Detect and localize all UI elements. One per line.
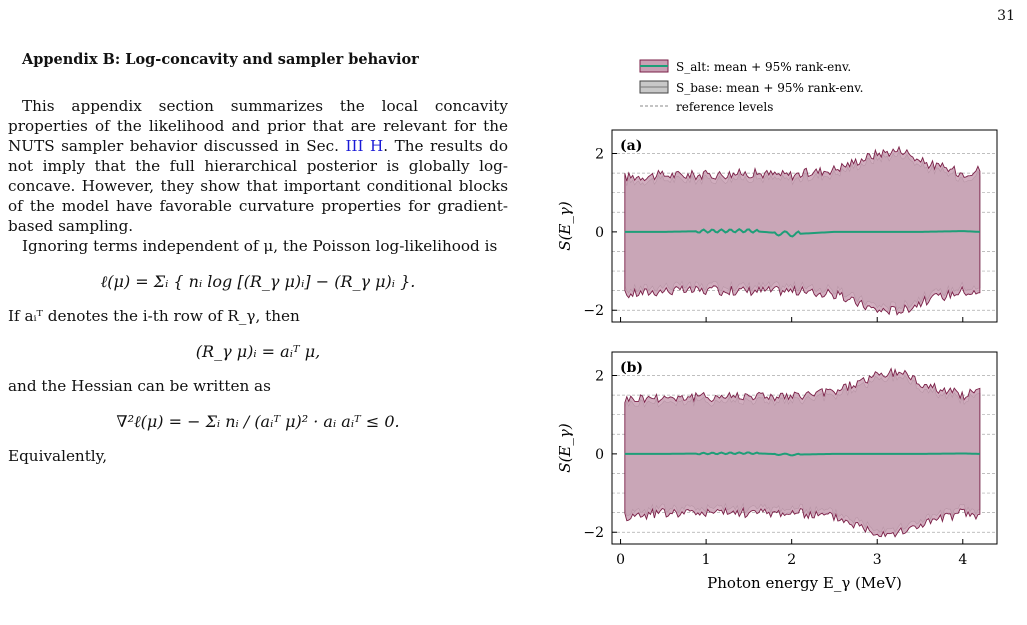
y-tick-label: −2	[583, 303, 604, 319]
equation-row-product: (R_γ μ)ᵢ = aᵢᵀ μ,	[195, 342, 321, 361]
para1-text-b: . The results do not imply that the full…	[8, 137, 508, 235]
paragraph-equivalently: Equivalently,	[8, 447, 108, 465]
legend-label-base: S_base: mean + 95% rank-env.	[676, 81, 863, 95]
base-envelope	[624, 372, 981, 533]
paragraph-likelihood: Ignoring terms independent of μ, the Poi…	[22, 237, 498, 255]
para1-text-a: This appendix section summarizes the loc…	[8, 97, 508, 155]
axes-frame	[611, 351, 998, 545]
panel-label: (a)	[620, 138, 642, 154]
x-tick-label: 4	[958, 552, 967, 568]
paragraph-intro: This appendix section summarizes the loc…	[8, 96, 508, 236]
mean-line	[624, 451, 980, 457]
x-axis-label: Photon energy E_γ (MeV)	[707, 574, 902, 592]
legend-swatch-base	[639, 80, 669, 94]
x-tick-label: 3	[873, 552, 882, 568]
panels: (a) −2 0 2 S(E_γ) (b) −2 0 2 S(E_γ) 0 1 2 3 4 Photon en…	[556, 129, 998, 592]
y-tick-label: 0	[595, 225, 604, 241]
equation-log-likelihood: ℓ(μ) = Σᵢ { nᵢ log [(R_γ μ)ᵢ] − (R_γ μ)ᵢ…	[100, 272, 416, 291]
legend: S_alt: mean + 95% rank-env. S_base: mean…	[639, 59, 863, 114]
y-tick-label: 2	[595, 147, 604, 163]
y-axis-label: S(E_γ)	[556, 201, 574, 251]
x-tick-label: 0	[616, 552, 625, 568]
section-link[interactable]: III H	[345, 137, 384, 155]
y-tick-label: −2	[583, 525, 604, 541]
y-axis-label: S(E_γ)	[556, 423, 574, 473]
y-tick-label: 2	[595, 369, 604, 385]
alt-envelope	[624, 367, 981, 538]
legend-label-alt: S_alt: mean + 95% rank-env.	[676, 60, 851, 74]
section-title: Appendix B: Log-concavity and sampler be…	[22, 51, 419, 68]
mean-line	[624, 228, 980, 238]
page-number: 31	[997, 8, 1015, 24]
base-envelope	[624, 150, 981, 311]
x-tick-label: 1	[702, 552, 711, 568]
panel-label: (b)	[620, 360, 643, 376]
text-column: Appendix B: Log-concavity and sampler be…	[8, 50, 508, 472]
paragraph-row: If aᵢᵀ denotes the i-th row of R_γ, then	[8, 307, 300, 325]
axes-frame	[611, 129, 998, 323]
x-tick-label: 2	[787, 552, 796, 568]
paragraph-hessian: and the Hessian can be written as	[8, 377, 271, 395]
equation-hessian: ∇²ℓ(μ) = − Σᵢ nᵢ / (aᵢᵀ μ)² · aᵢ aᵢᵀ ≤ 0…	[116, 412, 400, 431]
legend-label-ref: reference levels	[676, 100, 773, 114]
legend-swatch-alt	[639, 59, 669, 73]
alt-envelope	[624, 145, 981, 316]
y-tick-label: 0	[595, 447, 604, 463]
